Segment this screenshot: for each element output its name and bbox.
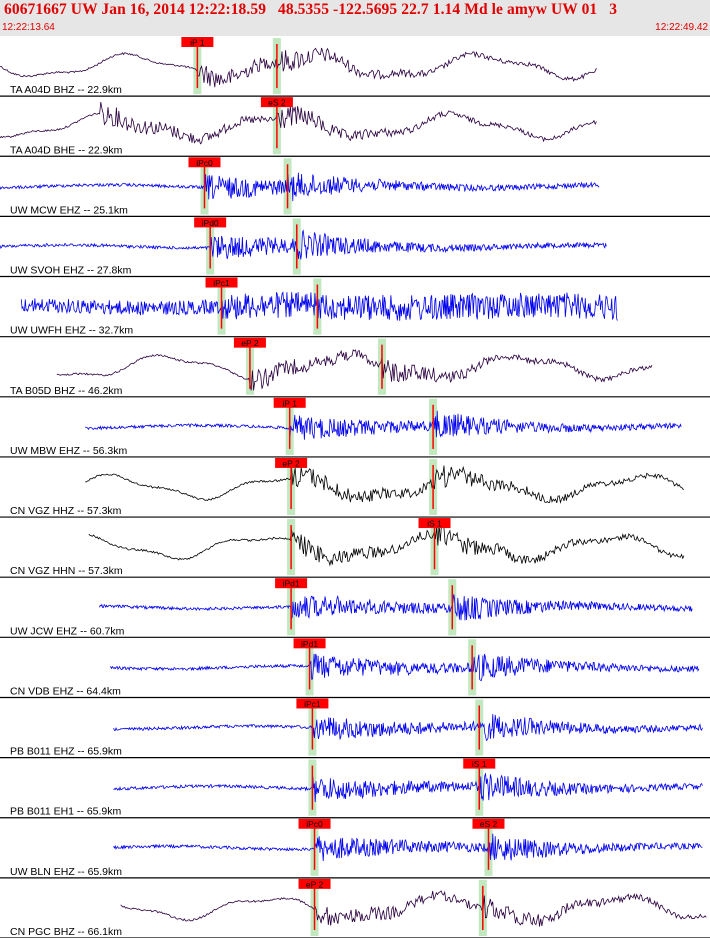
pick-flag [188, 157, 221, 168]
trace-label: UW UWFH EHZ -- 32.7km [10, 325, 133, 337]
waveform [120, 890, 707, 927]
trace-label: UW MBW EHZ -- 56.3km [10, 445, 128, 457]
pick-flag [194, 217, 227, 228]
pick-flag [275, 578, 308, 589]
trace-label: TA A04D BHZ -- 22.9km [10, 84, 122, 96]
trace-row: iP 1 TA A04D BHZ -- 22.9km [0, 37, 710, 97]
trace-row: iS 1 PB B011 EH1 -- 65.9km [0, 758, 710, 819]
trace-row: iPd0 UW SVOH EHZ -- 27.8km [0, 217, 710, 278]
trace-label: UW MCW EHZ -- 25.1km [10, 204, 128, 216]
waveform [56, 349, 653, 391]
pick-label: iS 1 [472, 759, 487, 769]
pick-label: iPc0 [196, 158, 213, 168]
trace-label: UW JCW EHZ -- 60.7km [10, 625, 125, 637]
pick-label: iPc1 [304, 699, 321, 709]
trace-row: iP 1 UW MBW EHZ -- 56.3km [0, 397, 710, 458]
pick-flag [418, 518, 451, 529]
pick-label: iPc0 [306, 819, 323, 829]
trace-row: iPc1 UW UWFH EHZ -- 32.7km [0, 277, 710, 338]
seismogram-plot: iP 1 TA A04D BHZ -- 22.9km eS 2 TA A04D BHE… [0, 37, 710, 938]
trace-label: PB B011 EH1 -- 65.9km [10, 806, 122, 818]
waveform [113, 833, 703, 862]
trace-row: iS 1 CN VGZ HHN -- 57.3km [0, 518, 710, 578]
trace-row: eP 2 CN PGC BHZ -- 66.1km [0, 878, 710, 938]
trace-label: PB B011 EHZ -- 65.9km [10, 746, 122, 758]
pick-flag [233, 337, 266, 348]
waveform [0, 102, 597, 145]
waveform [88, 522, 685, 567]
trace-row: eS 2 TA A04D BHE -- 22.9km [0, 97, 710, 157]
time-end-label: 12:22:49.42 [655, 22, 708, 33]
waveform [0, 229, 607, 260]
trace-label: TA A04D BHE -- 22.9km [10, 144, 123, 156]
pick-flag [298, 818, 331, 829]
pick-label: iPd0 [202, 218, 219, 228]
pick-label: iPc1 [213, 278, 230, 288]
pick-flag [181, 37, 214, 47]
pick-flag [298, 878, 331, 889]
pick-flag [293, 638, 326, 649]
pick-label: iP 1 [282, 398, 297, 408]
trace-row: iPc0 eS 2 UW BLN EHZ -- 65.9km [0, 818, 710, 879]
waveform [113, 714, 703, 742]
pick-flag [260, 97, 293, 108]
pick-flag [472, 818, 505, 829]
pick-flag [273, 397, 306, 408]
pick-flag [205, 277, 238, 288]
trace-row: iPd1 CN VDB EHZ -- 64.4km [0, 638, 710, 699]
trace-label: CN VGZ HHZ -- 57.3km [10, 505, 122, 517]
waveform [20, 291, 618, 321]
trace-row: iPd1 UW JCW EHZ -- 60.7km [0, 578, 710, 638]
pick-label: eS 2 [480, 819, 498, 829]
trace-label: UW BLN EHZ -- 65.9km [10, 866, 122, 878]
time-start-label: 12:22:13.64 [2, 22, 55, 33]
pick-flag [275, 457, 308, 468]
waveform [0, 47, 597, 88]
trace-row: eP 2 CN VGZ HHZ -- 57.3km [0, 457, 710, 518]
trace-row: eP 2 TA B05D BHZ -- 46.2km [0, 337, 710, 398]
pick-label: eP 2 [241, 338, 259, 348]
pick-flag [463, 758, 496, 769]
waveform [85, 465, 685, 504]
trace-label: CN PGC BHZ -- 66.1km [10, 926, 122, 938]
waveform [99, 594, 693, 621]
trace-label: UW SVOH EHZ -- 27.8km [10, 265, 132, 277]
waveform [109, 653, 700, 681]
trace-row: iPc1 PB B011 EHZ -- 65.9km [0, 698, 710, 759]
header-bar: 60671667 UW Jan 16, 2014 12:22:18.59 48.… [0, 0, 710, 36]
trace-label: CN VDB EHZ -- 64.4km [10, 685, 121, 697]
pick-label: eS 2 [268, 98, 286, 108]
event-title: 60671667 UW Jan 16, 2014 12:22:18.59 48.… [4, 1, 618, 18]
waveform [113, 772, 703, 803]
trace-label: TA B05D BHZ -- 46.2km [10, 385, 123, 397]
waveform [85, 410, 682, 440]
pick-label: iPd1 [301, 639, 318, 649]
pick-flag [296, 698, 329, 709]
pick-label: iPd1 [283, 579, 300, 589]
waveform [0, 172, 600, 202]
trace-row: iPc0 UW MCW EHZ -- 25.1km [0, 157, 710, 217]
pick-label: eP 2 [282, 458, 300, 468]
pick-label: eP 2 [306, 879, 324, 889]
pick-label: iP 1 [190, 38, 205, 48]
trace-label: CN VGZ HHN -- 57.3km [10, 565, 123, 577]
pick-label: iS 1 [427, 519, 442, 529]
